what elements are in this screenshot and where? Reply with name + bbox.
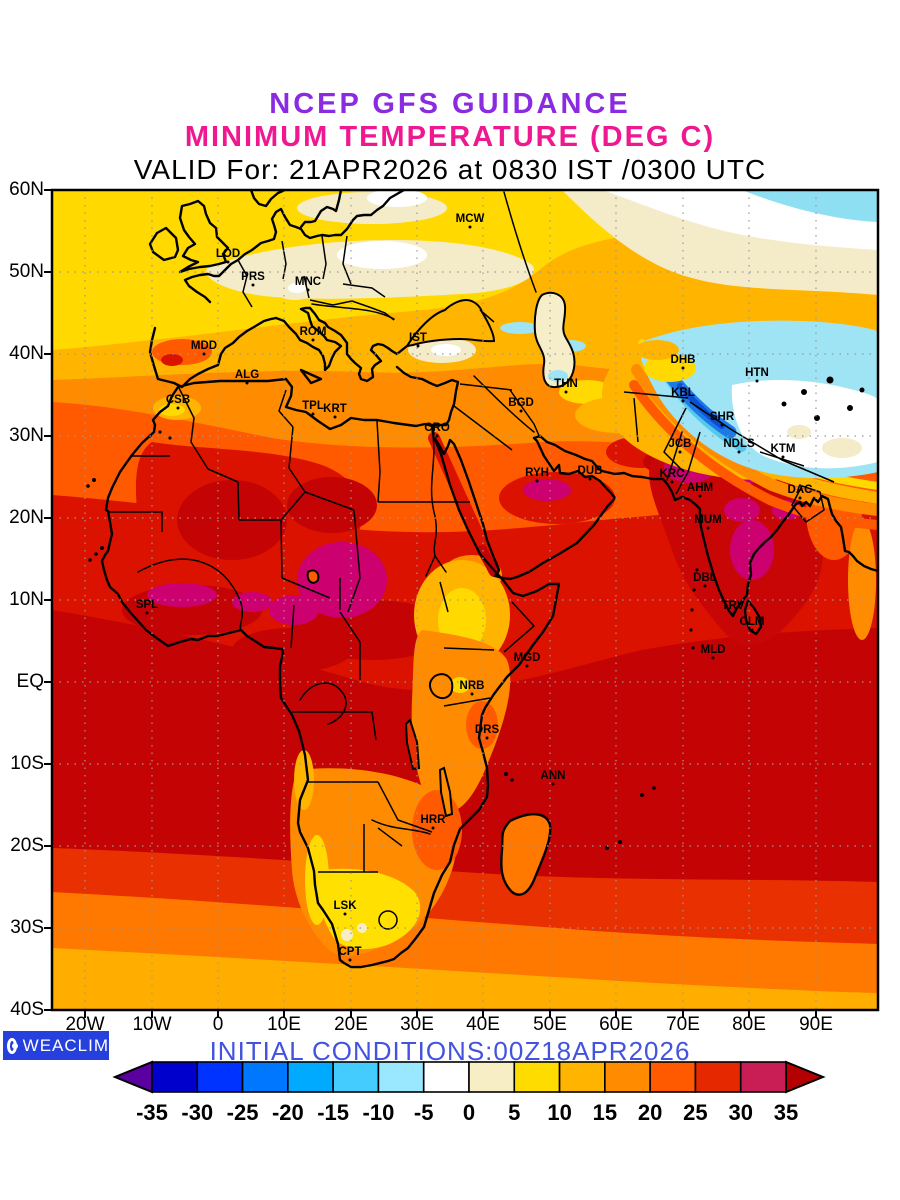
station-label-dhb: DHB — [671, 354, 696, 366]
lon-label: 40E — [466, 1014, 500, 1035]
rivers — [137, 191, 683, 835]
colorbar-value: 25 — [683, 1100, 707, 1125]
station-label-dac: DAC — [788, 484, 813, 496]
station-label-csb: CSB — [166, 394, 190, 406]
temperature-colorbar: -35 -30 -25 -20 -15 -10 -5 0 5 10 15 20 25 30 35 — [112, 1060, 826, 1125]
lon-label: 90E — [799, 1014, 833, 1035]
colorbar-value: -15 — [317, 1100, 349, 1125]
station-label-clm: CLM — [740, 616, 765, 628]
axis-ticks — [44, 189, 817, 1018]
lon-label: 20E — [334, 1014, 368, 1035]
station-label-mcw: MCW — [456, 213, 485, 225]
colorbar-value: 5 — [508, 1100, 520, 1125]
initial-conditions-text: INITIAL CONDITIONS:00Z18APR2026 — [209, 1036, 691, 1066]
station-label-cpt: CPT — [339, 946, 362, 958]
station-label-prs: PRS — [241, 271, 265, 283]
lon-label: 70E — [666, 1014, 700, 1035]
lat-label: EQ — [16, 671, 44, 692]
lat-label: 10S — [10, 753, 44, 774]
lat-label: 30S — [10, 917, 44, 938]
station-label-lsk: LSK — [334, 900, 358, 912]
station-label-ktm: KTM — [771, 443, 796, 455]
station-label-ndls: NDLS — [723, 438, 755, 450]
station-label-drs: DRS — [475, 724, 500, 736]
station-label-cro: CRO — [424, 422, 450, 434]
station-label-ann: ANN — [541, 770, 566, 782]
lat-label: 40S — [10, 999, 44, 1020]
station-label-krc: KRC — [660, 468, 685, 480]
station-label-kbl: KBL — [671, 387, 695, 399]
chart-title-line1: NCEP GFS GUIDANCE — [269, 88, 631, 120]
station-label-mld: MLD — [701, 644, 726, 656]
station-label-mum: MUM — [694, 514, 721, 526]
station-label-dub: DUB — [578, 465, 603, 477]
station-label-thn: THN — [554, 378, 578, 390]
station-label-spl: SPL — [136, 599, 158, 611]
temperature-map: MCW LOD PRS MNC ROM IST MDD ALG CSB TPL KRT CRO BGD T… — [42, 180, 888, 1020]
weaclim-ring-icon — [7, 1037, 18, 1054]
lon-label: 10E — [267, 1014, 301, 1035]
station-label-mgd: MGD — [514, 652, 541, 664]
station-label-rom: ROM — [300, 326, 327, 338]
weaclim-logo: WEACLIM — [3, 1031, 109, 1060]
lat-label: 30N — [9, 425, 44, 446]
station-label-krt: KRT — [323, 403, 347, 415]
lat-label: 10N — [9, 589, 44, 610]
colorbar-value: -30 — [181, 1100, 213, 1125]
weaclim-logo-text: WEACLIM — [22, 1035, 109, 1055]
lat-label: 50N — [9, 261, 44, 282]
station-label-mdd: MDD — [191, 340, 217, 352]
colorbar-value: 10 — [547, 1100, 571, 1125]
station-label-ahm: AHM — [687, 482, 713, 494]
colorbar-value: -5 — [414, 1100, 434, 1125]
station-label-jcb: JCB — [668, 438, 691, 450]
colorbar-value: -20 — [272, 1100, 304, 1125]
station-label-trv: TRV — [722, 600, 745, 612]
station-label-ist: IST — [409, 332, 427, 344]
colorbar-value: 30 — [728, 1100, 752, 1125]
colorbar-value: -35 — [136, 1100, 168, 1125]
lon-label: 10W — [132, 1014, 172, 1035]
lakes — [306, 569, 454, 818]
lon-label: 50E — [533, 1014, 567, 1035]
colorbar-value: -10 — [363, 1100, 395, 1125]
station-label-shr: SHR — [710, 411, 735, 423]
chart-title-line2: MINIMUM TEMPERATURE (DEG C) — [184, 121, 716, 153]
coastlines — [100, 190, 878, 969]
lon-label: 20W — [65, 1014, 105, 1035]
lat-label: 40N — [9, 343, 44, 364]
station-label-bgd: BGD — [508, 397, 534, 409]
colorbar-value: 35 — [774, 1100, 798, 1125]
station-label-dbl: DBL — [693, 572, 717, 584]
lat-label: 60N — [9, 179, 44, 200]
station-label-mnc: MNC — [295, 276, 321, 288]
lon-label: 30E — [400, 1014, 434, 1035]
station-label-htn: HTN — [745, 367, 769, 379]
station-label-nrb: NRB — [460, 680, 485, 692]
station-label-hrr: HRR — [421, 814, 447, 826]
lon-label: 60E — [599, 1014, 633, 1035]
map-frame — [50, 188, 880, 1012]
station-label-alg: ALG — [235, 369, 259, 381]
station-label-lod: LOD — [216, 248, 240, 260]
tibet-lakes — [781, 376, 865, 421]
lat-label: 20N — [9, 507, 44, 528]
station-label-tpl: TPL — [302, 400, 324, 412]
graticule — [52, 190, 878, 1010]
colorbar-value: 20 — [638, 1100, 662, 1125]
lat-label: 20S — [10, 835, 44, 856]
lon-label: 0 — [212, 1014, 224, 1035]
chart-valid-time: VALID For: 21APR2026 at 0830 IST /0300 U… — [133, 154, 767, 185]
island-specks — [86, 430, 699, 850]
colorbar-value: 15 — [593, 1100, 617, 1125]
lon-label: 80E — [732, 1014, 766, 1035]
station-label-ryh: RYH — [525, 467, 549, 479]
colorbar-value: 0 — [463, 1100, 475, 1125]
colorbar-value: -25 — [227, 1100, 259, 1125]
